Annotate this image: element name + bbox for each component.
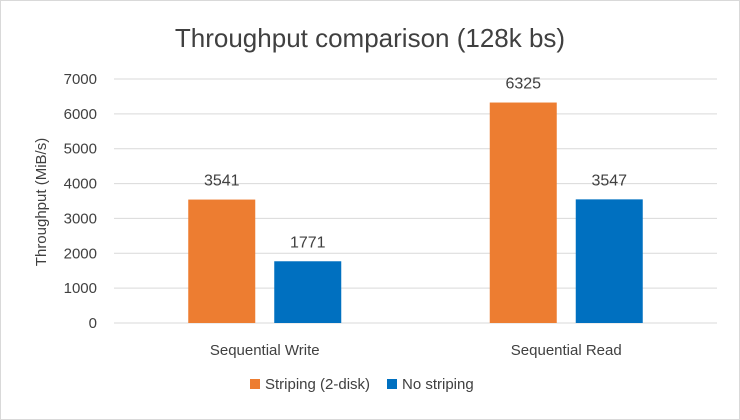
legend-swatch — [387, 379, 397, 389]
data-label: 3541 — [204, 173, 240, 190]
y-tick-label: 6000 — [64, 106, 97, 123]
y-tick-label: 7000 — [64, 71, 97, 88]
bar — [274, 261, 342, 323]
bar — [188, 199, 256, 323]
y-tick-label: 5000 — [64, 141, 97, 158]
x-axis-categories: Sequential Write Sequential Read — [210, 342, 622, 359]
data-label: 3547 — [591, 172, 627, 189]
legend-entry: No striping — [402, 376, 474, 393]
legend: Striping (2-disk) No striping — [250, 376, 474, 393]
data-labels: 3541 1771 6325 3547 — [204, 76, 627, 252]
y-tick-label: 4000 — [64, 176, 97, 193]
data-label: 6325 — [505, 76, 541, 93]
y-axis-title: Throughput (MiB/s) — [33, 138, 50, 266]
y-tick-label: 0 — [89, 315, 97, 332]
y-tick-label: 2000 — [64, 245, 97, 262]
x-category-label: Sequential Write — [210, 342, 320, 359]
y-axis-ticks: 0 1000 2000 3000 4000 5000 6000 7000 — [64, 71, 97, 332]
legend-entry: Striping (2-disk) — [265, 376, 370, 393]
chart-title: Throughput comparison (128k bs) — [175, 23, 565, 53]
y-tick-label: 3000 — [64, 210, 97, 227]
y-tick-label: 1000 — [64, 280, 97, 297]
bars — [188, 102, 643, 324]
bar — [489, 102, 557, 324]
data-label: 1771 — [290, 234, 326, 251]
x-category-label: Sequential Read — [511, 342, 622, 359]
legend-swatch — [250, 379, 260, 389]
bar — [575, 199, 643, 323]
